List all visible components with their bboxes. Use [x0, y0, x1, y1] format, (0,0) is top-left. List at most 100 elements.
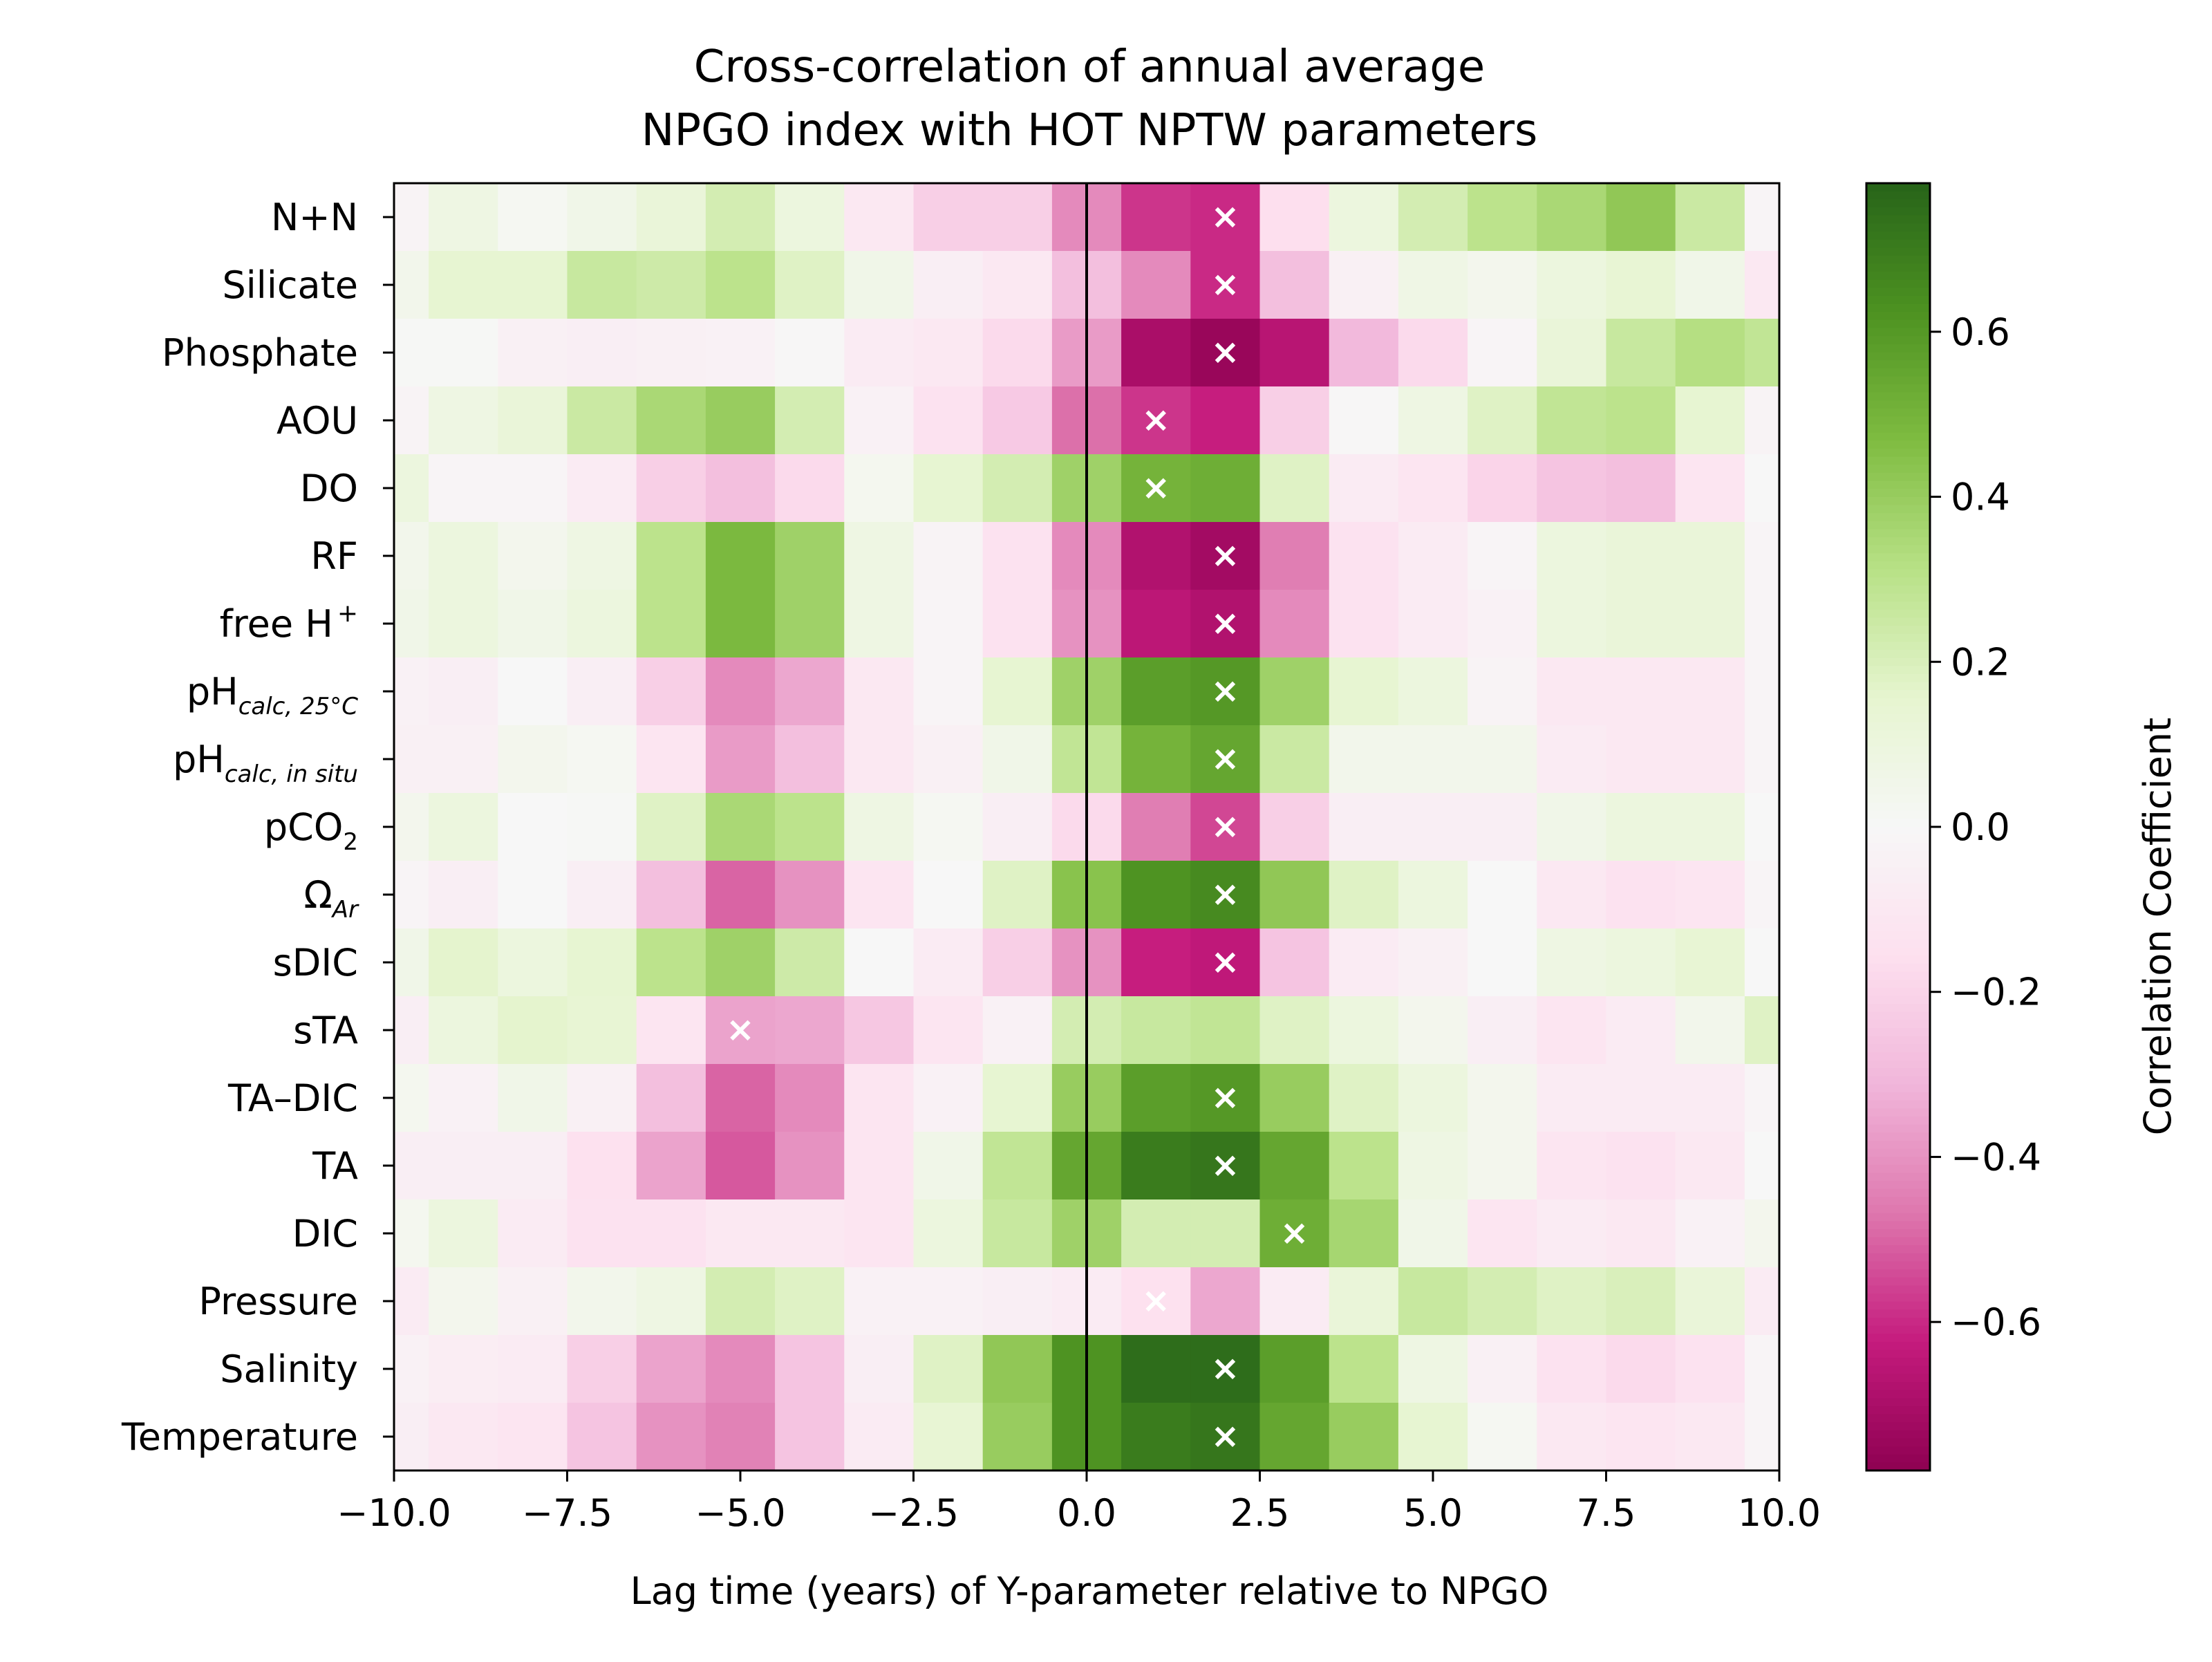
heatmap-cell — [1537, 522, 1607, 590]
significance-marker: × — [1210, 1416, 1239, 1456]
heatmap-cell — [775, 454, 845, 523]
heatmap-cell — [1675, 1335, 1745, 1403]
y-axis-label: Temperature — [121, 1415, 358, 1459]
heatmap-cell — [1744, 590, 1780, 658]
heatmap-cell — [1468, 1267, 1537, 1336]
heatmap-cell — [1606, 1267, 1676, 1336]
heatmap-cell — [1121, 1403, 1191, 1471]
heatmap-cell — [1398, 454, 1468, 523]
colorbar-segment — [1866, 730, 1930, 739]
colorbar-segment — [1866, 1446, 1930, 1455]
heatmap-cell — [1329, 1403, 1399, 1471]
heatmap-cell — [844, 454, 915, 523]
heatmap-cell — [1468, 861, 1537, 929]
colorbar-segment — [1866, 352, 1930, 361]
colorbar-segment — [1866, 1229, 1930, 1238]
colorbar-segment — [1866, 609, 1930, 619]
heatmap-cell — [775, 251, 845, 319]
colorbar-segment — [1866, 1108, 1930, 1117]
heatmap-cell — [844, 522, 915, 590]
heatmap-cell — [1121, 861, 1191, 929]
colorbar-segment — [1866, 738, 1930, 747]
heatmap-cell — [636, 1064, 706, 1132]
colorbar-segment — [1866, 714, 1930, 723]
heatmap-cell — [1398, 725, 1468, 794]
x-tick-label: −5.0 — [695, 1491, 785, 1535]
colorbar-segment — [1866, 915, 1930, 924]
heatmap-cell — [394, 1199, 429, 1268]
heatmap-cell — [1121, 183, 1191, 252]
colorbar-segment — [1866, 449, 1930, 458]
heatmap-cell — [1190, 1403, 1261, 1471]
heatmap-cell — [982, 657, 1053, 726]
x-tick-label: 10.0 — [1738, 1491, 1821, 1535]
heatmap-cell — [567, 1064, 637, 1132]
heatmap-cell — [636, 928, 706, 997]
heatmap-cell — [498, 1064, 568, 1132]
colorbar-segment — [1866, 1422, 1930, 1431]
heatmap-cell — [705, 1199, 776, 1268]
y-axis-label: pCO2 — [264, 805, 358, 856]
heatmap-cell — [636, 996, 706, 1065]
heatmap-cell — [1121, 793, 1191, 861]
colorbar-segment — [1866, 1181, 1930, 1190]
colorbar-label: Correlation Coefficient — [2136, 718, 2180, 1135]
heatmap-cell — [1537, 1403, 1607, 1471]
colorbar-segment — [1866, 1309, 1930, 1318]
colorbar-segment — [1866, 344, 1930, 353]
heatmap-cell — [1468, 183, 1537, 252]
colorbar-segment — [1866, 923, 1930, 933]
heatmap-cell — [1398, 183, 1468, 252]
heatmap-cell — [1537, 1064, 1607, 1132]
colorbar-tick-label: −0.4 — [1951, 1135, 2041, 1179]
colorbar-segment — [1866, 465, 1930, 474]
heatmap-cell — [844, 386, 915, 455]
heatmap-cell — [1329, 454, 1399, 523]
y-axis-label: Pressure — [198, 1280, 358, 1323]
heatmap-cell — [1398, 1335, 1468, 1403]
heatmap-cell — [1398, 1403, 1468, 1471]
heatmap-cell — [429, 928, 498, 997]
significance-marker: × — [1210, 332, 1239, 372]
heatmap-cell — [775, 1335, 845, 1403]
colorbar-segment — [1866, 899, 1930, 908]
heatmap-cell — [498, 996, 568, 1065]
heatmap-cell — [775, 725, 845, 794]
heatmap-cell — [498, 657, 568, 726]
colorbar-segment — [1866, 1100, 1930, 1110]
heatmap-cell — [913, 1403, 984, 1471]
heatmap-cell — [429, 319, 498, 387]
colorbar-segment — [1866, 191, 1930, 200]
colorbar-segment — [1866, 183, 1930, 192]
heatmap-cell — [429, 996, 498, 1065]
colorbar-segment — [1866, 843, 1930, 852]
colorbar-segment — [1866, 1044, 1930, 1053]
heatmap-cell — [1744, 1267, 1780, 1336]
heatmap-cell — [567, 657, 637, 726]
heatmap-cell — [429, 1199, 498, 1268]
heatmap-cell — [394, 522, 429, 590]
y-axis-label: TA–DIC — [227, 1076, 358, 1120]
heatmap-cell — [1259, 996, 1330, 1065]
heatmap-cell — [1398, 319, 1468, 387]
colorbar-segment — [1866, 939, 1930, 949]
heatmap-cell — [1675, 1403, 1745, 1471]
heatmap-cell — [1744, 183, 1780, 252]
heatmap-cell — [1190, 1199, 1261, 1268]
colorbar-segment — [1866, 1277, 1930, 1287]
heatmap-cell — [844, 1064, 915, 1132]
heatmap-cell — [705, 1064, 776, 1132]
heatmap-cell — [636, 657, 706, 726]
heatmap-cell — [705, 861, 776, 929]
heatmap-cell — [1468, 319, 1537, 387]
colorbar-segment — [1866, 223, 1930, 232]
heatmap-cell — [982, 454, 1053, 523]
colorbar-tick-label: 0.6 — [1951, 310, 2010, 354]
colorbar-segment — [1866, 850, 1930, 860]
heatmap-cell — [1398, 861, 1468, 929]
heatmap-cell — [705, 386, 776, 455]
heatmap-cell — [982, 590, 1053, 658]
colorbar-segment — [1866, 585, 1930, 595]
